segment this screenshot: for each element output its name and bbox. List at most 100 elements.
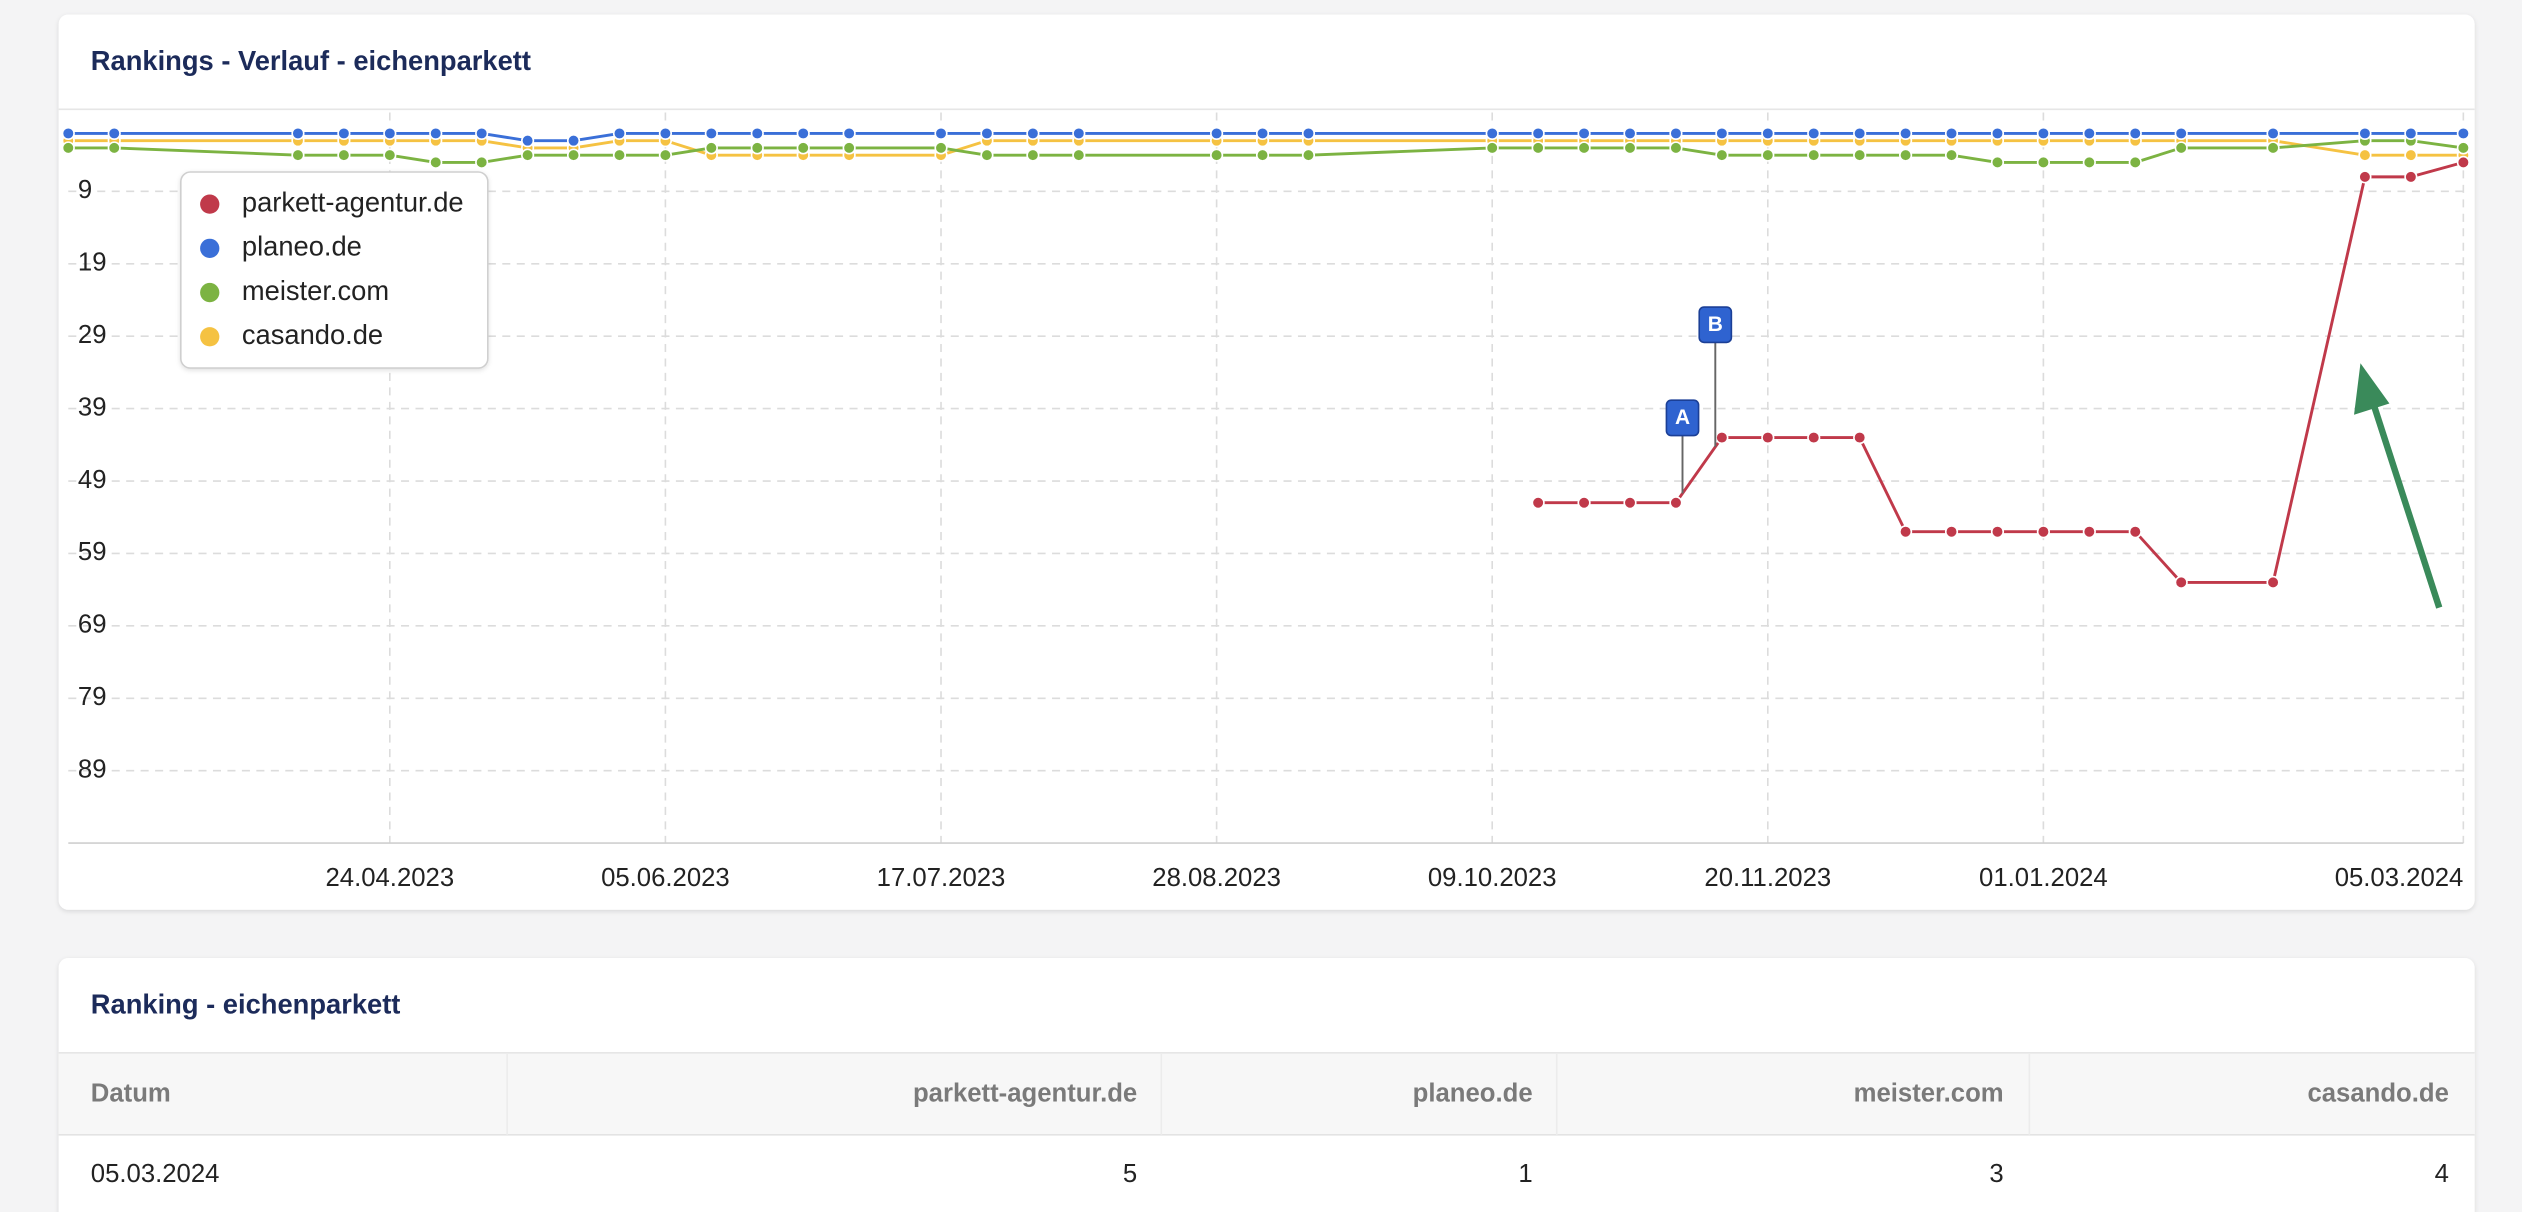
data-point — [934, 141, 948, 155]
data-point — [1026, 148, 1040, 162]
data-point — [2174, 575, 2188, 589]
data-point — [521, 134, 535, 148]
plot: 9 19 29 39 49 59 69 79 89 24.04.2023 05.06.2023 17.… — [61, 112, 2470, 892]
data-point — [1853, 148, 1867, 162]
y-tick-label: 29 — [78, 321, 107, 349]
data-point — [1715, 126, 1729, 141]
data-point — [2358, 126, 2372, 141]
legend-swatch — [200, 238, 220, 258]
x-tick-label: 17.07.2023 — [877, 864, 1006, 892]
data-point — [1761, 126, 1775, 141]
data-point — [2082, 155, 2096, 169]
data-point — [2456, 155, 2470, 169]
data-point — [612, 148, 627, 162]
data-point — [383, 126, 397, 141]
annotation-label: B — [1708, 313, 1723, 336]
y-tick-label: 9 — [78, 176, 92, 204]
table: Datum parkett-agentur.de planeo.de meister.… — [91, 1052, 2449, 1188]
data-point — [842, 126, 856, 141]
chart-card — [58, 14, 2475, 910]
data-point — [1990, 155, 2005, 169]
data-point — [1807, 126, 1821, 141]
data-point — [475, 155, 489, 169]
x-tick-label: 01.01.2024 — [1979, 864, 2108, 892]
legend-label: casando.de — [242, 319, 383, 350]
data-point — [1807, 148, 1821, 162]
data-point — [1761, 148, 1775, 162]
data-point — [1807, 430, 1821, 445]
data-point — [475, 126, 489, 141]
data-point — [337, 148, 351, 162]
data-point — [1072, 148, 1086, 162]
data-point — [1669, 141, 1683, 155]
data-point — [1026, 126, 1040, 141]
data-point — [2358, 148, 2372, 162]
table-cell: 05.03.2024 — [91, 1160, 220, 1188]
data-point — [2404, 148, 2418, 162]
x-tick-label: 09.10.2023 — [1428, 864, 1557, 892]
x-tick-label: 20.11.2023 — [1704, 864, 1831, 892]
data-point — [1485, 126, 1499, 141]
data-point — [1715, 430, 1729, 445]
data-point — [2036, 126, 2050, 141]
data-point — [1485, 141, 1499, 155]
data-point — [1944, 126, 1959, 141]
data-point — [842, 141, 856, 155]
y-tick-label: 69 — [78, 611, 107, 639]
data-point — [61, 126, 75, 141]
data-point — [796, 126, 810, 141]
data-point — [1669, 496, 1683, 510]
data-point — [2128, 126, 2142, 141]
data-point — [383, 148, 397, 162]
y-tick-label: 59 — [78, 538, 107, 566]
y-tick-label: 39 — [78, 393, 107, 421]
arrow-head — [2354, 363, 2390, 415]
data-point — [1899, 525, 1913, 539]
series-line — [68, 139, 2464, 164]
data-point — [1210, 126, 1224, 141]
data-point — [1577, 496, 1591, 510]
data-point — [796, 141, 810, 155]
data-point — [750, 141, 764, 155]
annotation-label: A — [1675, 406, 1690, 429]
legend-label: planeo.de — [242, 231, 362, 262]
x-tick-label: 28.08.2023 — [1152, 864, 1281, 892]
data-point — [2266, 126, 2280, 141]
y-tick-label: 19 — [78, 249, 107, 277]
data-point — [521, 148, 535, 162]
arrow-shaft — [2368, 397, 2443, 609]
data-point — [658, 126, 673, 141]
legend-swatch — [200, 194, 220, 214]
data-point — [980, 148, 994, 162]
data-point — [1623, 496, 1637, 510]
data-point — [2266, 141, 2280, 155]
data-point — [1715, 148, 1729, 162]
data-point — [750, 126, 764, 141]
legend-label: parkett-agentur.de — [242, 186, 464, 217]
data-point — [2128, 155, 2142, 169]
data-point — [1531, 126, 1545, 141]
data-point — [1761, 430, 1775, 445]
legend-box — [180, 171, 489, 369]
data-point — [980, 126, 994, 141]
y-tick-label: 79 — [78, 683, 107, 711]
data-point — [1669, 126, 1683, 141]
data-point — [2174, 126, 2188, 141]
data-point — [566, 134, 581, 148]
x-tick-label: 24.04.2023 — [325, 864, 454, 892]
data-point — [291, 148, 305, 162]
data-point — [2036, 155, 2050, 169]
data-point — [704, 126, 718, 141]
series-line — [68, 131, 2464, 143]
data-point — [704, 141, 718, 155]
data-point — [2358, 170, 2372, 184]
data-point — [1301, 148, 1316, 162]
data-point — [61, 141, 75, 155]
table-header-bg — [58, 1052, 2475, 1135]
legend-label: meister.com — [242, 275, 389, 306]
data-point — [2036, 525, 2050, 539]
y-tick-label: 89 — [78, 755, 107, 783]
data-point — [2456, 126, 2470, 141]
